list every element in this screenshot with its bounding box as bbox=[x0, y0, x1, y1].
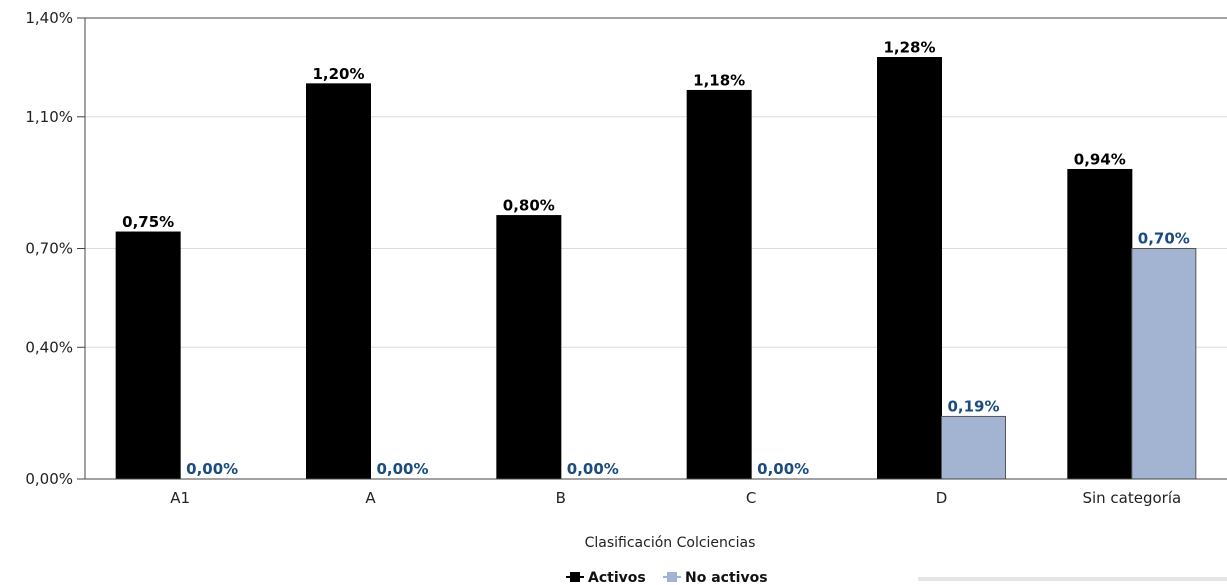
bar-activos bbox=[496, 215, 562, 480]
bar-no-activos bbox=[941, 415, 1006, 480]
legend-swatch-no-activos bbox=[667, 572, 677, 582]
y-tick-label: 1,40% bbox=[25, 9, 73, 27]
y-tick-label: 0,70% bbox=[25, 240, 73, 258]
data-label-activos: 1,18% bbox=[693, 71, 745, 89]
data-label-activos: 1,20% bbox=[312, 65, 364, 83]
legend: Activos No activos bbox=[566, 570, 768, 585]
bar-activos bbox=[1067, 168, 1133, 480]
data-label-no-activos: 0,00% bbox=[757, 460, 809, 478]
x-tick-label: A bbox=[365, 489, 376, 507]
legend-item-no-activos[interactable]: No activos bbox=[663, 570, 768, 585]
y-tick-label: 1,10% bbox=[25, 108, 73, 126]
legend-label-no-activos: No activos bbox=[685, 570, 768, 585]
bars bbox=[115, 57, 1197, 480]
x-tick-label: Sin categoría bbox=[1082, 489, 1181, 507]
bar-no-activos bbox=[1131, 248, 1197, 480]
x-tick-label: B bbox=[556, 489, 566, 507]
data-labels: 0,75% 0,00% 1,20% 0,00% 0,80% 0,00% 1,18% 0,00%… bbox=[122, 39, 1190, 478]
data-label-no-activos: 0,19% bbox=[947, 397, 999, 415]
data-label-activos: 0,80% bbox=[503, 197, 555, 215]
x-tick-label: C bbox=[746, 489, 756, 507]
bar-activos bbox=[306, 83, 371, 480]
y-tick-label: 0,40% bbox=[25, 338, 73, 356]
data-label-no-activos: 0,00% bbox=[186, 460, 238, 478]
legend-item-activos[interactable]: Activos bbox=[566, 570, 646, 585]
gridlines bbox=[85, 116, 1227, 348]
legend-swatch-activos bbox=[570, 572, 580, 582]
legend-label-activos: Activos bbox=[588, 570, 646, 585]
data-label-activos: 0,94% bbox=[1074, 150, 1126, 168]
data-label-activos: 1,28% bbox=[883, 39, 935, 57]
x-axis-title: Clasificación Colciencias bbox=[585, 535, 756, 551]
x-tick-label: D bbox=[936, 489, 948, 507]
data-label-no-activos: 0,00% bbox=[376, 460, 428, 478]
bar-activos bbox=[115, 231, 181, 480]
bar-activos bbox=[877, 57, 942, 480]
data-label-no-activos: 0,00% bbox=[567, 460, 619, 478]
x-tick-label: A1 bbox=[170, 489, 190, 507]
y-axis-ticks: 0,00% 0,40% 0,70% 1,10% 1,40% bbox=[25, 9, 85, 488]
data-label-activos: 0,75% bbox=[122, 213, 174, 231]
y-tick-label: 0,00% bbox=[25, 470, 73, 488]
bar-activos bbox=[686, 89, 752, 480]
x-axis-tick-labels: A1 A B C D Sin categoría bbox=[170, 489, 1181, 507]
data-label-no-activos: 0,70% bbox=[1138, 230, 1190, 248]
